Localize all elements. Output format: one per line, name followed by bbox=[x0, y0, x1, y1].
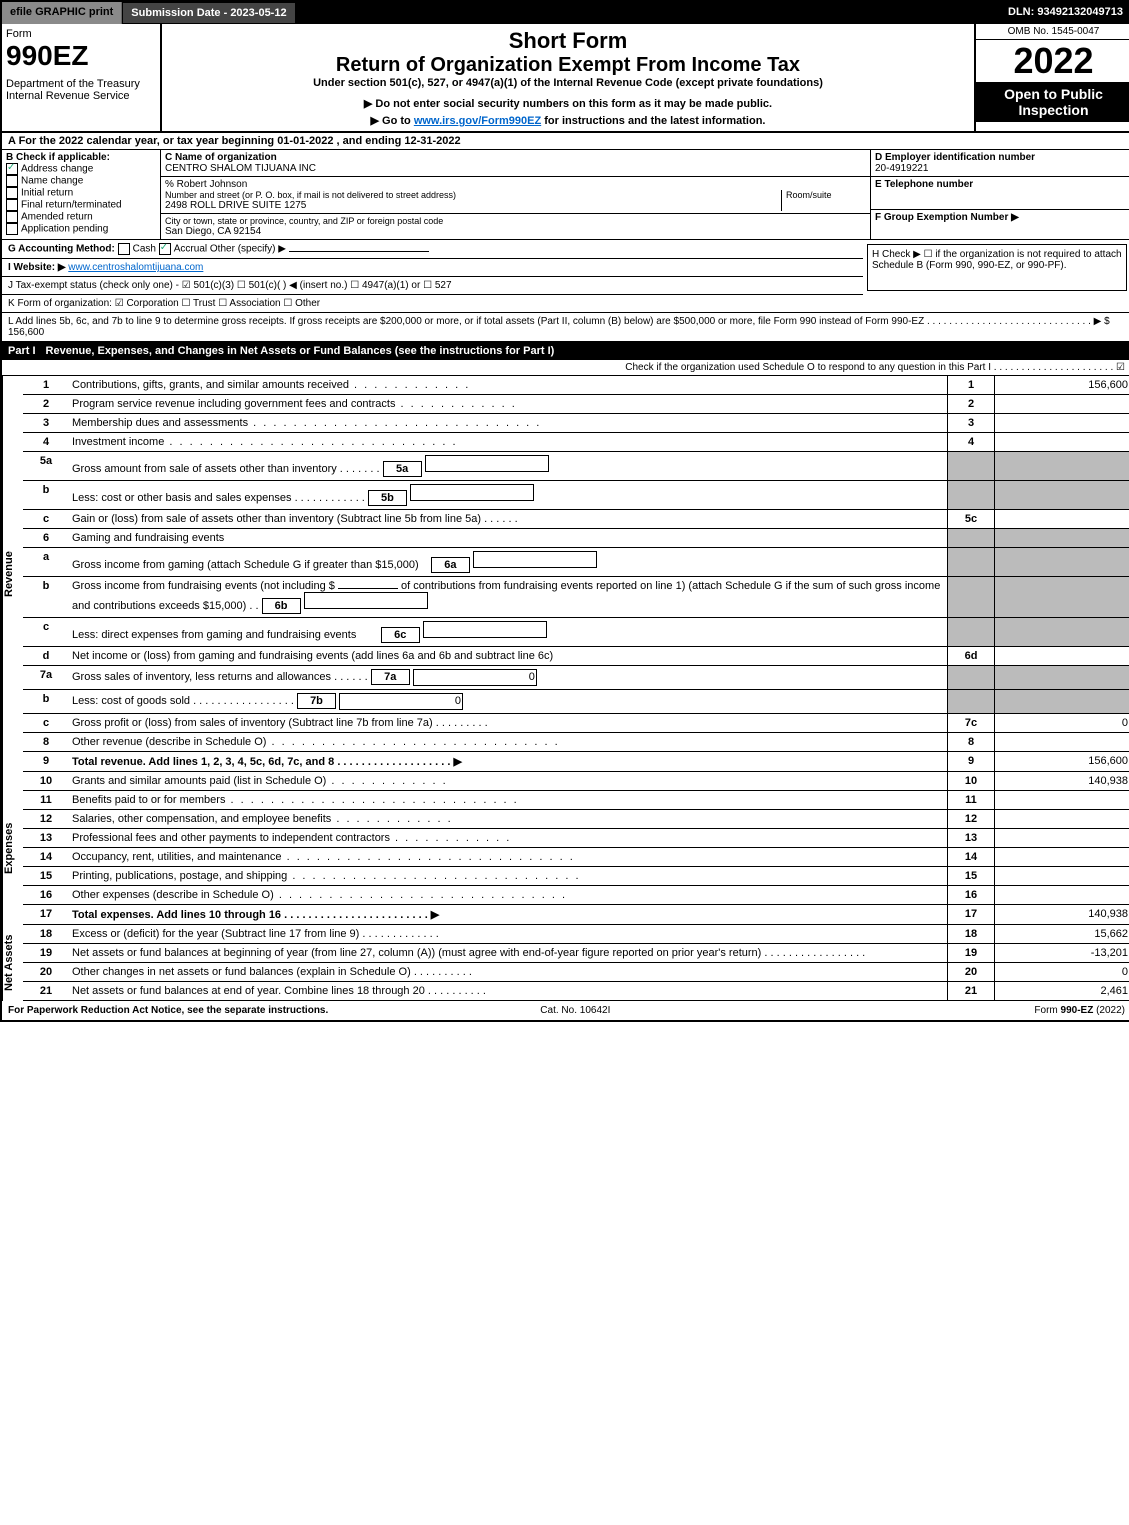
part-i-check: Check if the organization used Schedule … bbox=[2, 360, 1129, 376]
irs: Internal Revenue Service bbox=[6, 90, 156, 102]
line-20-val: 0 bbox=[994, 963, 1129, 981]
line-2-val bbox=[994, 395, 1129, 413]
return-title: Return of Organization Exempt From Incom… bbox=[166, 54, 970, 77]
row-h: H Check ▶ ☐ if the organization is not r… bbox=[867, 244, 1127, 291]
revenue-label: Revenue bbox=[2, 376, 23, 772]
line-21-val: 2,461 bbox=[994, 982, 1129, 1000]
line-8-val bbox=[994, 733, 1129, 751]
line-6d-val bbox=[994, 647, 1129, 665]
top-bar: efile GRAPHIC print Submission Date - 20… bbox=[2, 2, 1129, 24]
gross-receipts: 156,600 bbox=[8, 327, 44, 338]
checkbox-cash[interactable] bbox=[118, 243, 130, 255]
footer: For Paperwork Reduction Act Notice, see … bbox=[2, 1001, 1129, 1020]
irs-link[interactable]: www.irs.gov/Form990EZ bbox=[414, 115, 541, 127]
dept: Department of the Treasury bbox=[6, 78, 156, 90]
checkbox-accrual[interactable] bbox=[159, 243, 171, 255]
omb: OMB No. 1545-0047 bbox=[976, 24, 1129, 40]
city: San Diego, CA 92154 bbox=[165, 226, 866, 237]
website-link[interactable]: www.centroshalomtijuana.com bbox=[68, 262, 203, 273]
checkbox-name-change[interactable] bbox=[6, 175, 18, 187]
checkbox-final[interactable] bbox=[6, 199, 18, 211]
line-7b-ival: 0 bbox=[339, 693, 463, 710]
line-7a-ival: 0 bbox=[413, 669, 537, 686]
col-de: D Employer identification number 20-4919… bbox=[870, 150, 1129, 239]
open-public: Open to Public Inspection bbox=[976, 82, 1129, 122]
form-number: 990EZ bbox=[6, 40, 156, 72]
line-10-val: 140,938 bbox=[994, 772, 1129, 790]
checkbox-amended[interactable] bbox=[6, 211, 18, 223]
row-l: L Add lines 5b, 6c, and 7b to line 9 to … bbox=[2, 313, 1129, 342]
note-goto: ▶ Go to www.irs.gov/Form990EZ for instru… bbox=[166, 114, 970, 127]
expenses-label: Expenses bbox=[2, 772, 23, 925]
care-of: % Robert Johnson bbox=[165, 179, 866, 190]
form-word: Form bbox=[6, 28, 156, 40]
street: 2498 ROLL DRIVE SUITE 1275 bbox=[165, 200, 781, 211]
section-a: A For the 2022 calendar year, or tax yea… bbox=[2, 133, 1129, 150]
line-3-val bbox=[994, 414, 1129, 432]
ein: 20-4919221 bbox=[875, 163, 1127, 174]
line-4-val bbox=[994, 433, 1129, 451]
tax-year: 2022 bbox=[976, 40, 1129, 82]
checkbox-initial[interactable] bbox=[6, 187, 18, 199]
line-7c-val: 0 bbox=[994, 714, 1129, 732]
netassets-label: Net Assets bbox=[2, 925, 23, 1001]
col-c: C Name of organization CENTRO SHALOM TIJ… bbox=[161, 150, 870, 239]
line-9-val: 156,600 bbox=[994, 752, 1129, 771]
note-ssn: ▶ Do not enter social security numbers o… bbox=[166, 97, 970, 110]
row-j: J Tax-exempt status (check only one) - ☑… bbox=[2, 277, 863, 295]
line-12-val bbox=[994, 810, 1129, 828]
line-16-val bbox=[994, 886, 1129, 904]
submission-date: Submission Date - 2023-05-12 bbox=[122, 2, 295, 24]
part-i-header: Part I Revenue, Expenses, and Changes in… bbox=[2, 342, 1129, 360]
subtitle: Under section 501(c), 527, or 4947(a)(1)… bbox=[166, 77, 970, 89]
line-14-val bbox=[994, 848, 1129, 866]
line-15-val bbox=[994, 867, 1129, 885]
line-19-val: -13,201 bbox=[994, 944, 1129, 962]
line-13-val bbox=[994, 829, 1129, 847]
org-name: CENTRO SHALOM TIJUANA INC bbox=[165, 163, 866, 174]
line-18-val: 15,662 bbox=[994, 925, 1129, 943]
line-17-val: 140,938 bbox=[994, 905, 1129, 924]
row-g: G Accounting Method: Cash Accrual Other … bbox=[2, 240, 863, 259]
checkbox-addr-change[interactable] bbox=[6, 163, 18, 175]
short-form-title: Short Form bbox=[166, 28, 970, 54]
row-i: I Website: ▶ www.centroshalomtijuana.com bbox=[2, 259, 863, 277]
line-1-val: 156,600 bbox=[994, 376, 1129, 394]
efile-label: efile GRAPHIC print bbox=[2, 2, 122, 24]
line-11-val bbox=[994, 791, 1129, 809]
row-k: K Form of organization: ☑ Corporation ☐ … bbox=[2, 295, 1129, 313]
dln: DLN: 93492132049713 bbox=[1000, 2, 1129, 24]
col-b: B Check if applicable: Address change Na… bbox=[2, 150, 161, 239]
line-5c-val bbox=[994, 510, 1129, 528]
checkbox-pending[interactable] bbox=[6, 223, 18, 235]
